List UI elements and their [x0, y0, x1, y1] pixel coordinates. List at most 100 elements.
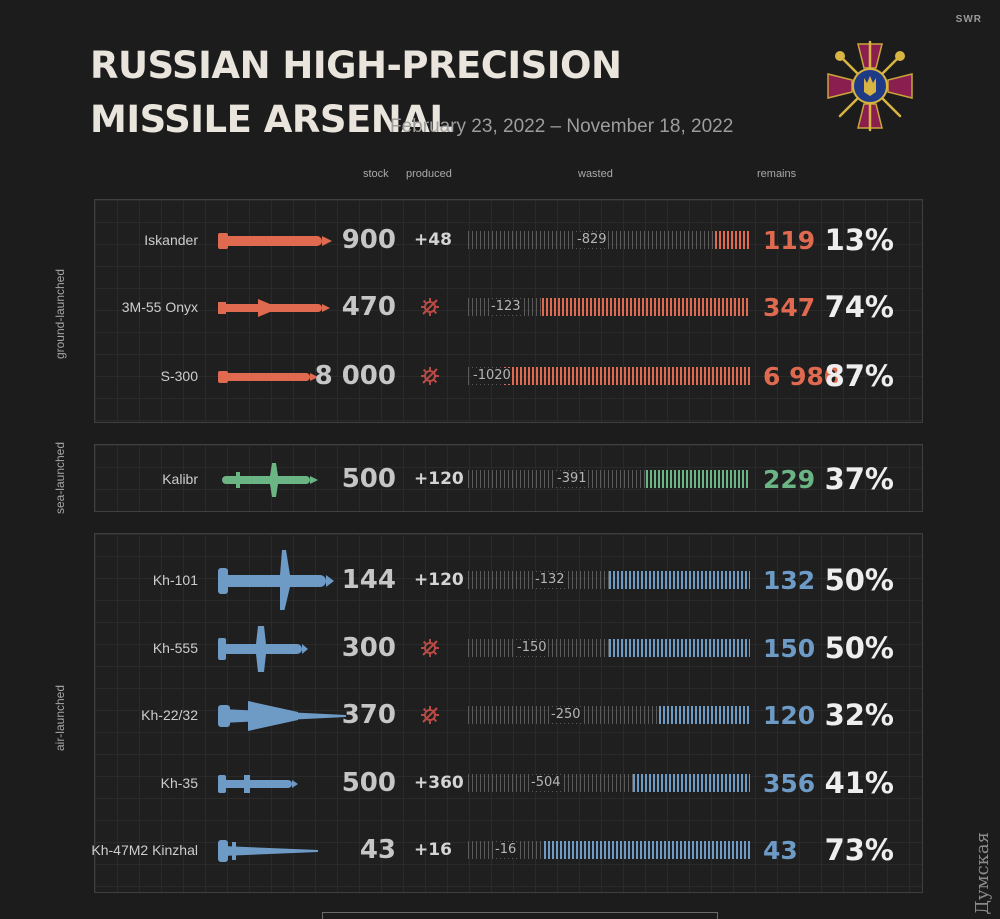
missile-name: Iskander	[144, 231, 198, 248]
no-production-icon	[421, 639, 439, 657]
missile-silhouette-icon	[218, 626, 308, 672]
stock-value: 8 000	[314, 361, 396, 391]
stock-bar: -123	[468, 298, 750, 316]
bottom-frame	[322, 912, 718, 919]
remaining-bar-segment	[544, 841, 750, 859]
remaining-percent: 73%	[824, 833, 894, 867]
remaining-bar-segment	[542, 298, 750, 316]
remains-value: 356	[763, 768, 816, 798]
header-produced: produced	[406, 168, 452, 180]
missile-name: Kh-555	[152, 639, 198, 656]
remains-value: 132	[763, 565, 816, 595]
remaining-percent: 13%	[824, 223, 894, 257]
title-line-1: RUSSIAN HIGH-PRECISION	[90, 44, 622, 87]
missile-silhouette-icon	[218, 233, 332, 249]
missile-name: 3M-55 Onyx	[121, 298, 198, 315]
stock-value: 43	[359, 835, 396, 865]
missile-row: Kalibr 500 +120 -391 229 37%	[0, 449, 1000, 509]
remains-value: 43	[763, 835, 798, 865]
missile-name: Kh-35	[160, 774, 198, 791]
missile-silhouette-icon	[218, 840, 318, 862]
date-range: February 23, 2022 – November 18, 2022	[390, 116, 734, 137]
wasted-value: -504	[530, 775, 562, 791]
brand-logo: SWR	[955, 14, 982, 25]
stock-value: 370	[341, 700, 396, 730]
remaining-percent: 37%	[824, 462, 894, 496]
produced-value: +120	[414, 570, 464, 590]
missile-name: S-300	[160, 367, 198, 384]
stock-value: 500	[341, 768, 396, 798]
missile-row: Kh-101 144 +120 -132 132 50%	[0, 550, 1000, 610]
remaining-percent: 87%	[824, 359, 894, 393]
remaining-bar-segment	[633, 774, 750, 792]
stock-value: 300	[341, 633, 396, 663]
remaining-bar-segment	[715, 231, 750, 249]
produced-value: +48	[414, 230, 452, 250]
watermark: Думская	[972, 832, 993, 915]
no-production-icon	[421, 706, 439, 724]
wasted-value: -829	[576, 232, 608, 248]
missile-name: Kalibr	[162, 470, 198, 487]
stock-bar: -150	[468, 639, 750, 657]
produced-value: +360	[414, 773, 464, 793]
missile-row: Kh-35 500 +360 -504 356 41%	[0, 753, 1000, 813]
ministry-emblem	[827, 40, 913, 132]
header-wasted: wasted	[578, 168, 613, 180]
missile-name: Kh-101	[152, 571, 198, 588]
missile-row: Kh-47M2 Kinzhal 43 +16 -16 43 73%	[0, 820, 1000, 880]
stock-bar: -132	[468, 571, 750, 589]
no-production-icon	[421, 298, 439, 316]
missile-row: S-300 8 000 -1020 6 980 87%	[0, 346, 1000, 406]
remains-value: 150	[763, 633, 816, 663]
missile-silhouette-icon	[222, 463, 318, 497]
missile-row: 3M-55 Onyx 470 -123 347 74%	[0, 277, 1000, 337]
produced-value: +120	[414, 469, 464, 489]
remaining-bar-segment	[646, 470, 750, 488]
wasted-value: -123	[490, 299, 522, 315]
no-production-icon	[421, 367, 439, 385]
missile-silhouette-icon	[218, 550, 334, 610]
stock-bar: -250	[468, 706, 750, 724]
stock-bar: -391	[468, 470, 750, 488]
header-stock: stock	[363, 168, 389, 180]
stock-bar: -829	[468, 231, 750, 249]
wasted-value: -1020	[472, 368, 512, 384]
remaining-percent: 41%	[824, 766, 894, 800]
missile-row: Kh-22/32 370 -250 120 32%	[0, 685, 1000, 745]
remaining-percent: 32%	[824, 698, 894, 732]
missile-silhouette-icon	[218, 299, 330, 317]
missile-row: Iskander 900 +48 -829 119 13%	[0, 210, 1000, 270]
missile-silhouette-icon	[218, 775, 298, 793]
remaining-percent: 50%	[824, 631, 894, 665]
remaining-bar-segment	[659, 706, 750, 724]
stock-bar: -504	[468, 774, 750, 792]
stock-value: 470	[341, 292, 396, 322]
stock-bar: -16	[468, 841, 750, 859]
remaining-bar-segment	[609, 571, 750, 589]
produced-value: +16	[414, 840, 452, 860]
remaining-bar-segment	[609, 639, 750, 657]
missile-name: Kh-47M2 Kinzhal	[91, 841, 198, 858]
wasted-value: -250	[550, 707, 582, 723]
missile-silhouette-icon	[218, 701, 346, 731]
stock-value: 500	[341, 464, 396, 494]
remaining-percent: 50%	[824, 563, 894, 597]
remaining-percent: 74%	[824, 290, 894, 324]
stock-value: 900	[341, 225, 396, 255]
remains-value: 120	[763, 700, 816, 730]
wasted-value: -132	[534, 572, 566, 588]
panel-sea	[94, 444, 923, 512]
remaining-bar-segment	[504, 367, 750, 385]
wasted-value: -150	[516, 640, 548, 656]
wasted-value: -391	[556, 471, 588, 487]
header-remains: remains	[757, 168, 797, 180]
stock-value: 144	[341, 565, 396, 595]
missile-name: Kh-22/32	[141, 706, 198, 723]
remains-value: 6 980	[763, 361, 842, 391]
missile-row: Kh-555 300 -150 150 50%	[0, 618, 1000, 678]
remains-value: 229	[763, 464, 816, 494]
missile-silhouette-icon	[218, 371, 318, 383]
remains-value: 119	[763, 225, 816, 255]
wasted-value: -16	[494, 842, 518, 858]
remains-value: 347	[763, 292, 816, 322]
